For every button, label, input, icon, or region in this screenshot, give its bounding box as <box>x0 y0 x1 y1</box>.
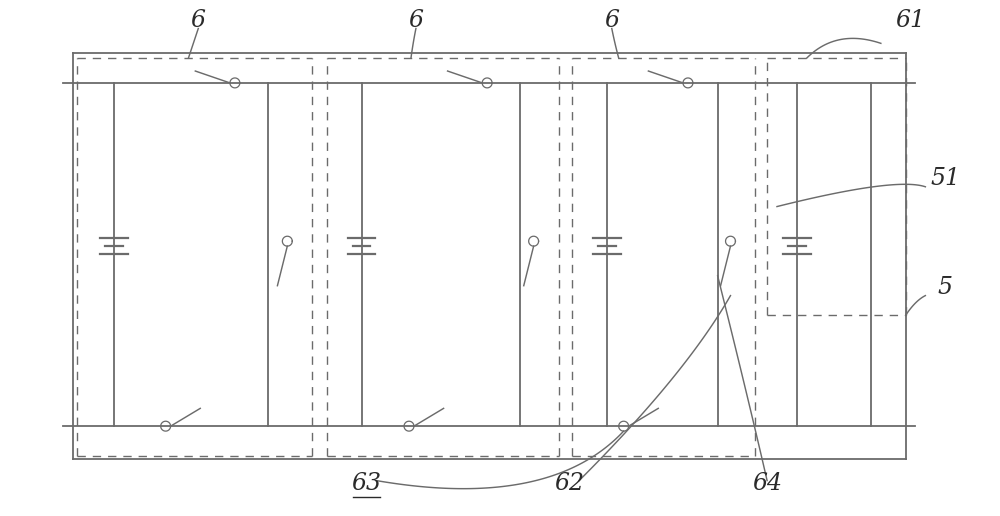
Text: 63: 63 <box>351 473 381 495</box>
Text: 61: 61 <box>896 9 926 32</box>
Text: 6: 6 <box>191 9 206 32</box>
Text: 64: 64 <box>752 473 782 495</box>
Text: 6: 6 <box>604 9 619 32</box>
Text: 5: 5 <box>938 276 953 299</box>
Text: 62: 62 <box>554 473 584 495</box>
Text: 51: 51 <box>930 167 960 190</box>
Text: 6: 6 <box>408 9 423 32</box>
